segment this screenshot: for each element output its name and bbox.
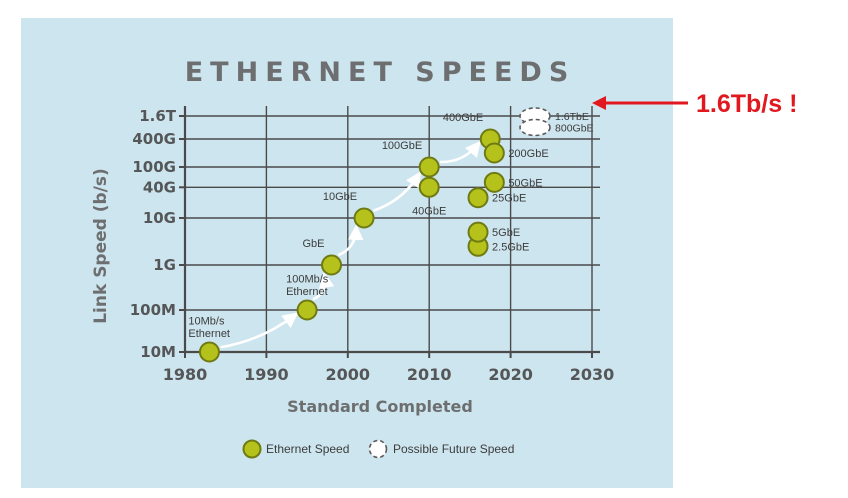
x-tick-label-2030: 2030 <box>570 365 615 384</box>
ethernet-speed-marker <box>321 254 343 276</box>
callout-arrow-head <box>592 96 606 110</box>
ethernet-speed-marker <box>353 207 375 229</box>
axis-layer: 1980 1990 2000 2010 2020 2030 10M 100M 1G 10G 40G 1… <box>130 106 615 384</box>
legend-swatch-future-speed <box>368 439 388 459</box>
legend: Ethernet Speed Possible Future Speed <box>242 439 514 459</box>
x-tick-label-1980: 1980 <box>163 365 208 384</box>
trend-arrows <box>220 140 481 349</box>
ethernet-speed-marker <box>198 341 220 363</box>
ethernet-speed-marker <box>483 171 505 193</box>
marker-layer <box>198 107 551 363</box>
x-tick-label-2010: 2010 <box>407 365 452 384</box>
callout-annotation: 1.6Tb/s ! <box>592 90 797 118</box>
future-speed-marker <box>519 107 551 125</box>
trend-arrow-segment <box>337 224 364 257</box>
x-tick-label-2020: 2020 <box>488 365 533 384</box>
y-tick-label: 400G <box>132 130 176 148</box>
ethernet-speed-marker <box>418 176 440 198</box>
legend-swatch-ethernet-speed <box>242 439 262 459</box>
y-tick-label: 100G <box>132 158 176 176</box>
ethernet-speed-marker <box>296 299 318 321</box>
trend-arrow-segment <box>373 171 421 212</box>
point-label: 40GbE <box>412 205 446 217</box>
legend-label-ethernet-speed: Ethernet Speed <box>266 442 349 456</box>
point-label: 200GbE <box>508 148 548 160</box>
y-tick-label: 100M <box>130 301 176 319</box>
point-label: GbE <box>303 238 325 250</box>
ethernet-speed-marker <box>467 221 489 243</box>
ethernet-speed-marker <box>418 156 440 178</box>
x-axis-title: Standard Completed <box>287 397 473 416</box>
x-tick-label-1990: 1990 <box>244 365 289 384</box>
point-label: 800GbE <box>555 123 594 135</box>
y-tick-label: 10G <box>143 209 176 227</box>
point-label: 50GbE <box>508 177 542 189</box>
point-label: 100GbE <box>382 140 422 152</box>
y-tick-label: 1G <box>153 256 176 274</box>
y-tick-label: 1.6T <box>139 107 177 125</box>
trend-arrow-segment <box>220 312 299 349</box>
ethernet-speed-marker <box>483 142 505 164</box>
trend-arrow-segment <box>440 140 481 164</box>
point-label: 1.6TbE <box>555 111 589 123</box>
trend-arrow-segment <box>312 272 335 301</box>
y-tick-label: 10M <box>140 343 176 361</box>
y-axis-title: Link Speed (b/s) <box>91 168 111 324</box>
point-label-layer: 10Mb/s Ethernet 100Mb/s Ethernet GbE 10GbE 40G… <box>188 111 593 340</box>
future-speed-marker <box>519 118 551 137</box>
chart-title: ETHERNET SPEEDS <box>185 57 576 88</box>
point-label: 25GbE <box>492 193 526 205</box>
x-tick-label-2000: 2000 <box>326 365 371 384</box>
point-label: 100Mb/s Ethernet <box>286 273 329 298</box>
callout-text: 1.6Tb/s ! <box>696 90 797 118</box>
y-tick-label: 40G <box>143 178 176 196</box>
chart-panel-background <box>21 18 673 488</box>
point-label: 5GbE <box>492 227 520 239</box>
point-label: 2.5GbE <box>492 241 529 253</box>
point-label: 400GbE <box>443 112 483 124</box>
point-label: 10GbE <box>323 191 357 203</box>
ethernet-speed-marker <box>467 187 489 209</box>
point-label: 10Mb/s Ethernet <box>188 315 230 340</box>
legend-label-future-speed: Possible Future Speed <box>393 442 514 456</box>
